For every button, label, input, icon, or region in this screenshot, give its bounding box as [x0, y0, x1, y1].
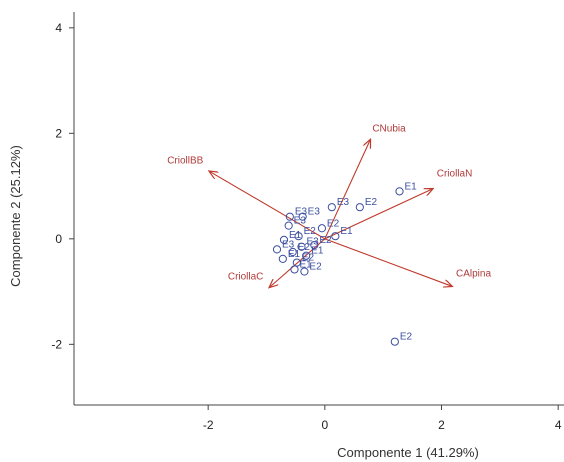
score-label: E3 — [295, 207, 308, 218]
score-label: E2 — [365, 197, 378, 208]
score-label: E1 — [288, 249, 301, 260]
loading-arrow — [324, 189, 433, 240]
loading-arrow — [209, 171, 326, 240]
score-point — [302, 251, 311, 260]
score-point — [395, 187, 404, 196]
score-label: E1 — [311, 246, 324, 257]
x-tick-label: 0 — [321, 418, 328, 432]
score-point — [390, 337, 399, 346]
x-tick-label: 4 — [555, 418, 562, 432]
score-label: E3 — [294, 216, 307, 227]
y-tick-label: 0 — [55, 232, 62, 246]
score-point — [327, 203, 336, 212]
score-label: E3 — [282, 239, 295, 250]
score-point — [294, 232, 303, 241]
loading-arrow — [269, 238, 326, 288]
loading-arrows: CNubia CriollBB CriollaN CAlpina CriollaC — [167, 124, 491, 288]
score-point — [284, 221, 293, 230]
loading-label: CriollaN — [437, 169, 473, 180]
score-point — [300, 267, 309, 276]
loading-label: CNubia — [372, 124, 406, 135]
score-point — [278, 254, 287, 263]
loading-arrow — [324, 238, 452, 286]
score-point — [297, 242, 306, 251]
y-axis-label: Componente 2 (25.12%) — [8, 145, 23, 287]
score-label: E1 — [405, 181, 418, 192]
score-point — [288, 247, 297, 257]
loading-arrow — [324, 140, 371, 240]
score-label: E1 — [300, 259, 313, 270]
score-point — [272, 245, 282, 254]
axes: -2 0 2 4 -2 0 2 4 — [51, 12, 564, 432]
score-label: E2 — [319, 235, 332, 246]
score-label: E1 — [340, 226, 353, 237]
score-label: E2 — [309, 262, 322, 273]
score-label: E3 — [337, 197, 350, 208]
y-tick-label: 4 — [55, 21, 62, 35]
score-point — [331, 232, 340, 241]
loading-label: CriollBB — [167, 155, 203, 166]
score-label: E3 — [308, 207, 321, 218]
x-axis-label: Componente 1 (41.29%) — [337, 445, 479, 460]
score-point — [310, 241, 319, 250]
score-label: E2 — [327, 218, 340, 229]
score-label: E2 — [304, 226, 317, 237]
score-point — [285, 212, 294, 221]
score-point — [317, 224, 327, 233]
score-point — [298, 212, 307, 221]
score-point — [290, 265, 299, 274]
y-tick-label: 2 — [55, 126, 62, 140]
score-point — [355, 203, 364, 212]
x-tick-label: 2 — [438, 418, 445, 432]
x-tick-label: -2 — [203, 418, 214, 432]
loading-label: CAlpina — [456, 268, 491, 279]
score-label: E2 — [302, 253, 315, 264]
score-point — [279, 235, 289, 244]
score-label: E2 — [400, 332, 413, 343]
score-label: E1 — [289, 230, 302, 241]
loading-label: CriollaC — [228, 271, 264, 282]
y-tick-label: -2 — [51, 337, 62, 351]
score-label: E2 — [298, 242, 311, 253]
